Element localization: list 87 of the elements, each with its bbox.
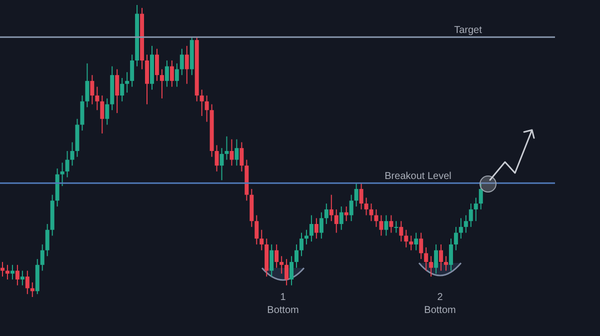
- candlestick: [154, 48, 159, 82]
- candlestick: [130, 54, 134, 88]
- text: Bottom: [267, 305, 299, 316]
- candlestick: [60, 162, 64, 187]
- candlestick: [105, 98, 110, 126]
- candlestick: [260, 229, 264, 251]
- candlestick: [434, 244, 438, 274]
- candlestick: [230, 138, 234, 166]
- candlestick: [15, 264, 20, 286]
- annotation: 2: [437, 292, 444, 303]
- candlestick: [478, 182, 483, 210]
- candlestick: [290, 256, 294, 286]
- candlestick: [70, 142, 74, 166]
- candlestick: [444, 256, 448, 272]
- candlestick: [384, 214, 388, 236]
- candlestick: [100, 95, 104, 134]
- candlestick: [404, 229, 408, 248]
- candlestick: [394, 220, 398, 234]
- candlestick: [90, 74, 94, 105]
- candlestick: [160, 68, 164, 99]
- candlestick: [334, 208, 338, 234]
- candlestick: [145, 54, 150, 105]
- candlestick: [25, 270, 30, 295]
- candlestick: [65, 150, 70, 178]
- candlestick: [80, 95, 84, 132]
- candlestick: [200, 89, 204, 116]
- candlestick: [359, 182, 364, 210]
- ref-line-label: Breakout Level: [384, 171, 452, 182]
- candlestick: [174, 62, 179, 88]
- candlestick: [125, 72, 130, 94]
- candlestick: [399, 220, 404, 242]
- candlestick: [414, 232, 418, 251]
- candlestick: [409, 235, 414, 251]
- text: Bottom: [424, 305, 456, 316]
- candlestick: [214, 144, 219, 172]
- candlestick: [270, 244, 274, 278]
- candlestick: [468, 203, 473, 228]
- candlestick: [379, 214, 384, 236]
- candlestick: [439, 244, 444, 272]
- candlestick: [458, 218, 463, 240]
- candlestick: [448, 238, 453, 272]
- candlestick: [224, 136, 229, 160]
- candlestick: [309, 214, 314, 242]
- candlestick: [474, 197, 478, 222]
- candlestick: [5, 264, 10, 280]
- candlestick: [314, 218, 318, 240]
- candlestick: [354, 182, 358, 207]
- candlestick: [329, 194, 334, 222]
- candlestick: [299, 232, 304, 257]
- candlestick: [184, 45, 189, 84]
- candlestick: [10, 264, 14, 280]
- candlestick: [85, 62, 90, 108]
- candlestick: [284, 258, 289, 286]
- candlestick: [204, 95, 209, 122]
- candlestick: [180, 48, 184, 76]
- candlestick: [234, 138, 239, 166]
- candlestick: [324, 203, 328, 224]
- candlestick: [304, 229, 308, 245]
- candlestick: [120, 78, 124, 102]
- annotation: 1: [280, 292, 286, 303]
- candlestick: [294, 244, 299, 268]
- candlestick: [429, 256, 434, 278]
- candlestick: [45, 224, 50, 257]
- candlestick: [254, 214, 259, 245]
- candlestick: [454, 226, 458, 251]
- candlestick: [240, 142, 244, 172]
- candlestick: [339, 206, 344, 230]
- candlestick: [115, 68, 120, 114]
- candlestick: [364, 197, 368, 216]
- candlestick: [274, 244, 279, 268]
- candlestick: [424, 246, 428, 272]
- candlestick: [319, 212, 324, 240]
- candlestick: [95, 86, 100, 111]
- candlestick: [464, 214, 468, 234]
- candlestick: [349, 194, 354, 222]
- candlestick: [419, 232, 424, 260]
- candlestick: [389, 214, 394, 234]
- candlestick: [374, 208, 378, 228]
- candlestick: [164, 60, 169, 88]
- ref-line-label: Target: [454, 25, 482, 36]
- candlestick: [369, 203, 374, 222]
- candlestick: [20, 270, 24, 286]
- candlestick: [40, 244, 44, 272]
- candlestick: [30, 282, 34, 297]
- candlestick: [280, 256, 284, 274]
- candlestick: [220, 148, 224, 181]
- candlestick: [170, 60, 174, 88]
